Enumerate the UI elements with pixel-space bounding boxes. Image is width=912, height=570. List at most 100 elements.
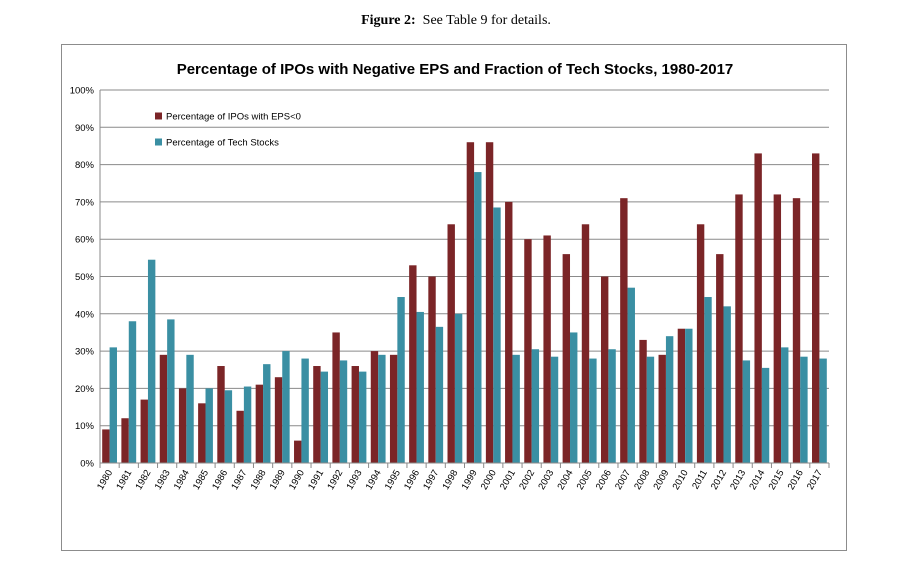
bar-tech-stocks-1993 xyxy=(358,371,367,463)
figure-caption-text: See Table 9 for details. xyxy=(422,13,551,28)
bar-negative-eps-1980 xyxy=(102,429,110,463)
bar-negative-eps-2013 xyxy=(735,194,743,463)
bar-negative-eps-2008 xyxy=(639,339,647,463)
x-tick-label: 1985 xyxy=(191,468,211,492)
x-tick-label: 1990 xyxy=(287,468,307,492)
legend-label: Percentage of Tech Stocks xyxy=(166,138,279,149)
bar-tech-stocks-1984 xyxy=(186,354,194,463)
x-tick-label: 2008 xyxy=(632,468,652,492)
bar-negative-eps-2003 xyxy=(543,235,551,463)
bar-tech-stocks-1994 xyxy=(378,354,386,463)
x-tick-label: 2002 xyxy=(517,468,537,492)
bar-tech-stocks-2006 xyxy=(608,349,616,463)
x-tick-label: 1996 xyxy=(402,468,422,492)
y-tick-labels: 0% 10% 20% 30% 40% 50% 60% 70% 80% 90% 100% xyxy=(70,86,95,470)
bar-tech-stocks-1981 xyxy=(128,321,137,463)
x-tick-label: 1994 xyxy=(364,468,384,492)
x-tick-label: 2013 xyxy=(728,468,748,492)
x-tick-label: 2006 xyxy=(594,468,614,492)
x-tick-label: 2003 xyxy=(536,468,556,492)
x-tick-label: 2012 xyxy=(709,468,729,492)
bar-tech-stocks-2012 xyxy=(723,306,731,463)
bar-tech-stocks-2011 xyxy=(704,297,712,463)
bar-tech-stocks-1998 xyxy=(454,313,463,463)
y-tick-label: 50% xyxy=(75,272,95,283)
bar-tech-stocks-1991 xyxy=(320,371,329,463)
bar-tech-stocks-1980 xyxy=(109,347,117,463)
legend-label: Percentage of IPOs with EPS<0 xyxy=(166,112,301,123)
x-tick-label: 2015 xyxy=(767,468,787,492)
bar-negative-eps-2005 xyxy=(581,224,590,463)
bar-tech-stocks-1986 xyxy=(224,390,233,463)
y-tick-label: 60% xyxy=(75,235,95,246)
bar-negative-eps-2002 xyxy=(524,239,532,463)
y-tick-label: 10% xyxy=(75,421,95,432)
x-tick-label: 2004 xyxy=(556,468,576,492)
bar-negative-eps-1991 xyxy=(313,366,321,463)
bar-tech-stocks-2002 xyxy=(531,349,540,463)
bar-negative-eps-1996 xyxy=(409,265,417,463)
x-tick-labels: 1980 1981 1982 1983 1984 1985 1986 1987 1988 1989… xyxy=(95,468,825,492)
bar-negative-eps-2015 xyxy=(773,194,782,463)
bar-tech-stocks-1990 xyxy=(301,358,309,463)
x-tick-label: 1999 xyxy=(460,468,480,492)
y-tick-label: 40% xyxy=(75,309,95,320)
bar-negative-eps-1987 xyxy=(236,410,244,463)
bar-negative-eps-1983 xyxy=(159,354,168,463)
bar-tech-stocks-2003 xyxy=(550,356,559,463)
x-tick-label: 1989 xyxy=(268,468,288,492)
bar-tech-stocks-1997 xyxy=(435,326,444,463)
bar-negative-eps-2007 xyxy=(620,198,628,464)
bar-negative-eps-2001 xyxy=(505,201,513,463)
bar-negative-eps-2004 xyxy=(562,254,571,463)
y-tick-label: 80% xyxy=(75,160,95,171)
bar-tech-stocks-2009 xyxy=(665,336,674,463)
bar-tech-stocks-2000 xyxy=(493,207,501,463)
y-tick-label: 20% xyxy=(75,384,95,395)
bar-tech-stocks-1988 xyxy=(263,364,271,463)
bar-negative-eps-1988 xyxy=(255,384,264,463)
x-tick-label: 1992 xyxy=(325,468,345,492)
bar-negative-eps-2006 xyxy=(600,276,609,463)
bar-tech-stocks-1989 xyxy=(282,351,290,463)
bar-tech-stocks-2010 xyxy=(685,328,693,463)
x-tick-label: 1991 xyxy=(306,468,326,492)
bar-negative-eps-2017 xyxy=(812,153,820,463)
x-tick-label: 2010 xyxy=(671,468,691,492)
bar-negative-eps-1992 xyxy=(332,332,340,463)
x-tick-label: 2011 xyxy=(690,468,710,491)
bar-negative-eps-2014 xyxy=(754,153,762,463)
bar-negative-eps-1990 xyxy=(294,440,302,463)
bar-negative-eps-2011 xyxy=(696,224,705,463)
bar-tech-stocks-2016 xyxy=(800,356,808,463)
bar-negative-eps-2010 xyxy=(677,328,686,463)
x-tick-label: 1983 xyxy=(153,468,173,492)
bar-negative-eps-1999 xyxy=(466,142,475,463)
y-tick-label: 0% xyxy=(80,459,94,470)
bar-negative-eps-1981 xyxy=(121,418,129,463)
bar-tech-stocks-1982 xyxy=(147,259,156,463)
bar-tech-stocks-2014 xyxy=(761,367,770,463)
x-tick-label: 1981 xyxy=(114,468,134,492)
chart-title: Percentage of IPOs with Negative EPS and… xyxy=(177,61,734,78)
bar-negative-eps-1986 xyxy=(217,366,225,463)
bar-negative-eps-1995 xyxy=(389,354,398,463)
x-tick-label: 1982 xyxy=(133,468,153,492)
y-tick-label: 90% xyxy=(75,123,95,134)
bar-tech-stocks-1995 xyxy=(397,297,405,463)
bar-tech-stocks-2007 xyxy=(627,287,635,463)
x-tick-label: 2017 xyxy=(805,468,825,492)
bar-tech-stocks-1996 xyxy=(416,311,424,463)
bar-tech-stocks-2008 xyxy=(646,356,655,463)
chart-axes xyxy=(99,90,830,468)
bar-negative-eps-1997 xyxy=(428,276,436,463)
x-tick-label: 1980 xyxy=(95,468,115,492)
bar-tech-stocks-1983 xyxy=(167,319,175,463)
x-tick-label: 1986 xyxy=(210,468,230,492)
x-tick-label: 1987 xyxy=(229,468,249,492)
bar-tech-stocks-2001 xyxy=(512,354,520,463)
x-tick-label: 2009 xyxy=(651,468,671,492)
bar-tech-stocks-2017 xyxy=(819,358,827,463)
y-tick-label: 70% xyxy=(75,197,95,208)
bar-tech-stocks-2015 xyxy=(781,347,789,463)
